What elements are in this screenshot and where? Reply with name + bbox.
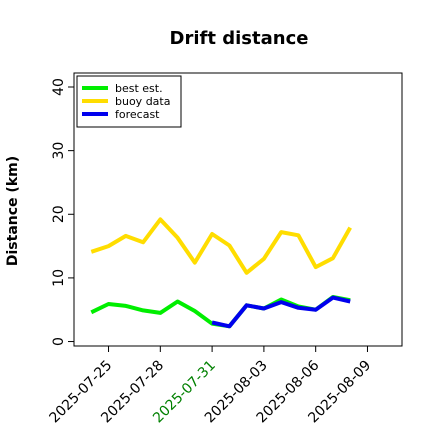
series-layer bbox=[90, 217, 352, 329]
series-line-buoy-data bbox=[90, 217, 352, 275]
series-line-forecast bbox=[211, 295, 351, 329]
legend-label-best-est: best est. bbox=[115, 82, 163, 95]
legend-label-buoy-data: buoy data bbox=[115, 95, 170, 108]
chart-title: Drift distance bbox=[170, 28, 309, 49]
y-tick-label: 10 bbox=[51, 269, 67, 287]
y-tick-label: 30 bbox=[51, 142, 67, 160]
plot-area-frame bbox=[73, 72, 403, 347]
y-tick-label: 0 bbox=[51, 337, 67, 346]
y-tick-label: 40 bbox=[51, 78, 67, 96]
legend-label-forecast: forecast bbox=[115, 108, 160, 121]
legend: best est. buoy data forecast bbox=[76, 75, 182, 128]
y-tick-label: 20 bbox=[51, 205, 67, 223]
y-axis-label: Distance (km) bbox=[5, 156, 21, 266]
